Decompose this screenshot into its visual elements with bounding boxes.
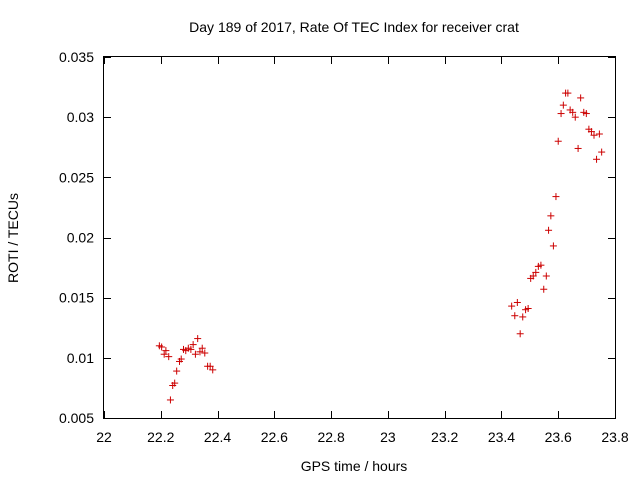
y-tick-label: 0.02 xyxy=(67,230,94,246)
x-axis: 22 22.2 22.4 22.6 22.8 23 23.2 23.4 23.6 23.8 xyxy=(96,57,629,445)
data-point xyxy=(516,330,524,338)
data-point xyxy=(201,349,209,357)
data-point xyxy=(590,131,598,139)
data-points xyxy=(155,89,606,404)
data-point xyxy=(511,312,519,320)
data-point xyxy=(524,304,532,312)
data-point xyxy=(532,268,540,276)
data-point xyxy=(571,113,579,121)
data-point xyxy=(166,396,174,404)
data-point xyxy=(542,272,550,280)
data-point xyxy=(577,94,585,102)
data-point xyxy=(545,226,553,234)
data-point xyxy=(552,193,560,201)
data-point xyxy=(564,89,572,97)
x-tick-label: 22.4 xyxy=(204,429,231,445)
y-tick-label: 0.025 xyxy=(59,169,94,185)
x-tick-label: 22.2 xyxy=(147,429,174,445)
x-tick-label: 23.2 xyxy=(431,429,458,445)
data-point xyxy=(162,347,170,355)
data-point xyxy=(519,313,527,321)
x-tick-label: 23.6 xyxy=(545,429,572,445)
data-point xyxy=(177,355,185,363)
data-point xyxy=(508,302,516,310)
data-point xyxy=(189,341,197,349)
data-point xyxy=(547,212,555,220)
data-point xyxy=(537,261,545,269)
data-point xyxy=(559,101,567,109)
y-tick-label: 0.01 xyxy=(67,350,94,366)
data-point xyxy=(198,344,206,352)
x-tick-label: 23.8 xyxy=(601,429,628,445)
data-point xyxy=(529,272,537,280)
x-tick-label: 22 xyxy=(96,429,112,445)
data-point xyxy=(196,348,204,356)
data-point xyxy=(557,110,565,118)
x-axis-label: GPS time / hours xyxy=(301,458,408,474)
x-tick-label: 23 xyxy=(380,429,396,445)
data-point xyxy=(158,343,166,351)
data-point xyxy=(171,379,179,387)
data-point xyxy=(598,148,606,156)
y-tick-label: 0.035 xyxy=(59,49,94,65)
plot-frame xyxy=(103,56,616,419)
data-point xyxy=(513,298,521,306)
data-point xyxy=(554,137,562,145)
data-point xyxy=(569,108,577,116)
data-point xyxy=(187,345,195,353)
x-tick-label: 22.8 xyxy=(317,429,344,445)
data-point xyxy=(574,144,582,152)
data-point xyxy=(160,350,168,358)
data-point xyxy=(165,353,173,361)
chart-title: Day 189 of 2017, Rate Of TEC Index for r… xyxy=(189,19,519,35)
data-point xyxy=(540,285,548,293)
data-point xyxy=(595,130,603,138)
y-tick-label: 0.03 xyxy=(67,109,94,125)
y-axis-label: ROTI / TECUs xyxy=(5,193,21,283)
data-point xyxy=(206,362,214,370)
x-tick-label: 22.6 xyxy=(261,429,288,445)
y-tick-label: 0.015 xyxy=(59,290,94,306)
x-tick-label: 23.4 xyxy=(488,429,515,445)
data-point xyxy=(209,366,217,374)
data-point xyxy=(593,155,601,163)
data-point xyxy=(549,242,557,250)
data-point xyxy=(191,350,199,358)
y-axis: 0.005 0.01 0.015 0.02 0.025 0.03 0.035 xyxy=(59,49,615,426)
data-point xyxy=(173,367,181,375)
data-point xyxy=(194,335,202,343)
y-tick-label: 0.005 xyxy=(59,410,94,426)
data-point xyxy=(587,128,595,136)
data-point xyxy=(582,110,590,118)
